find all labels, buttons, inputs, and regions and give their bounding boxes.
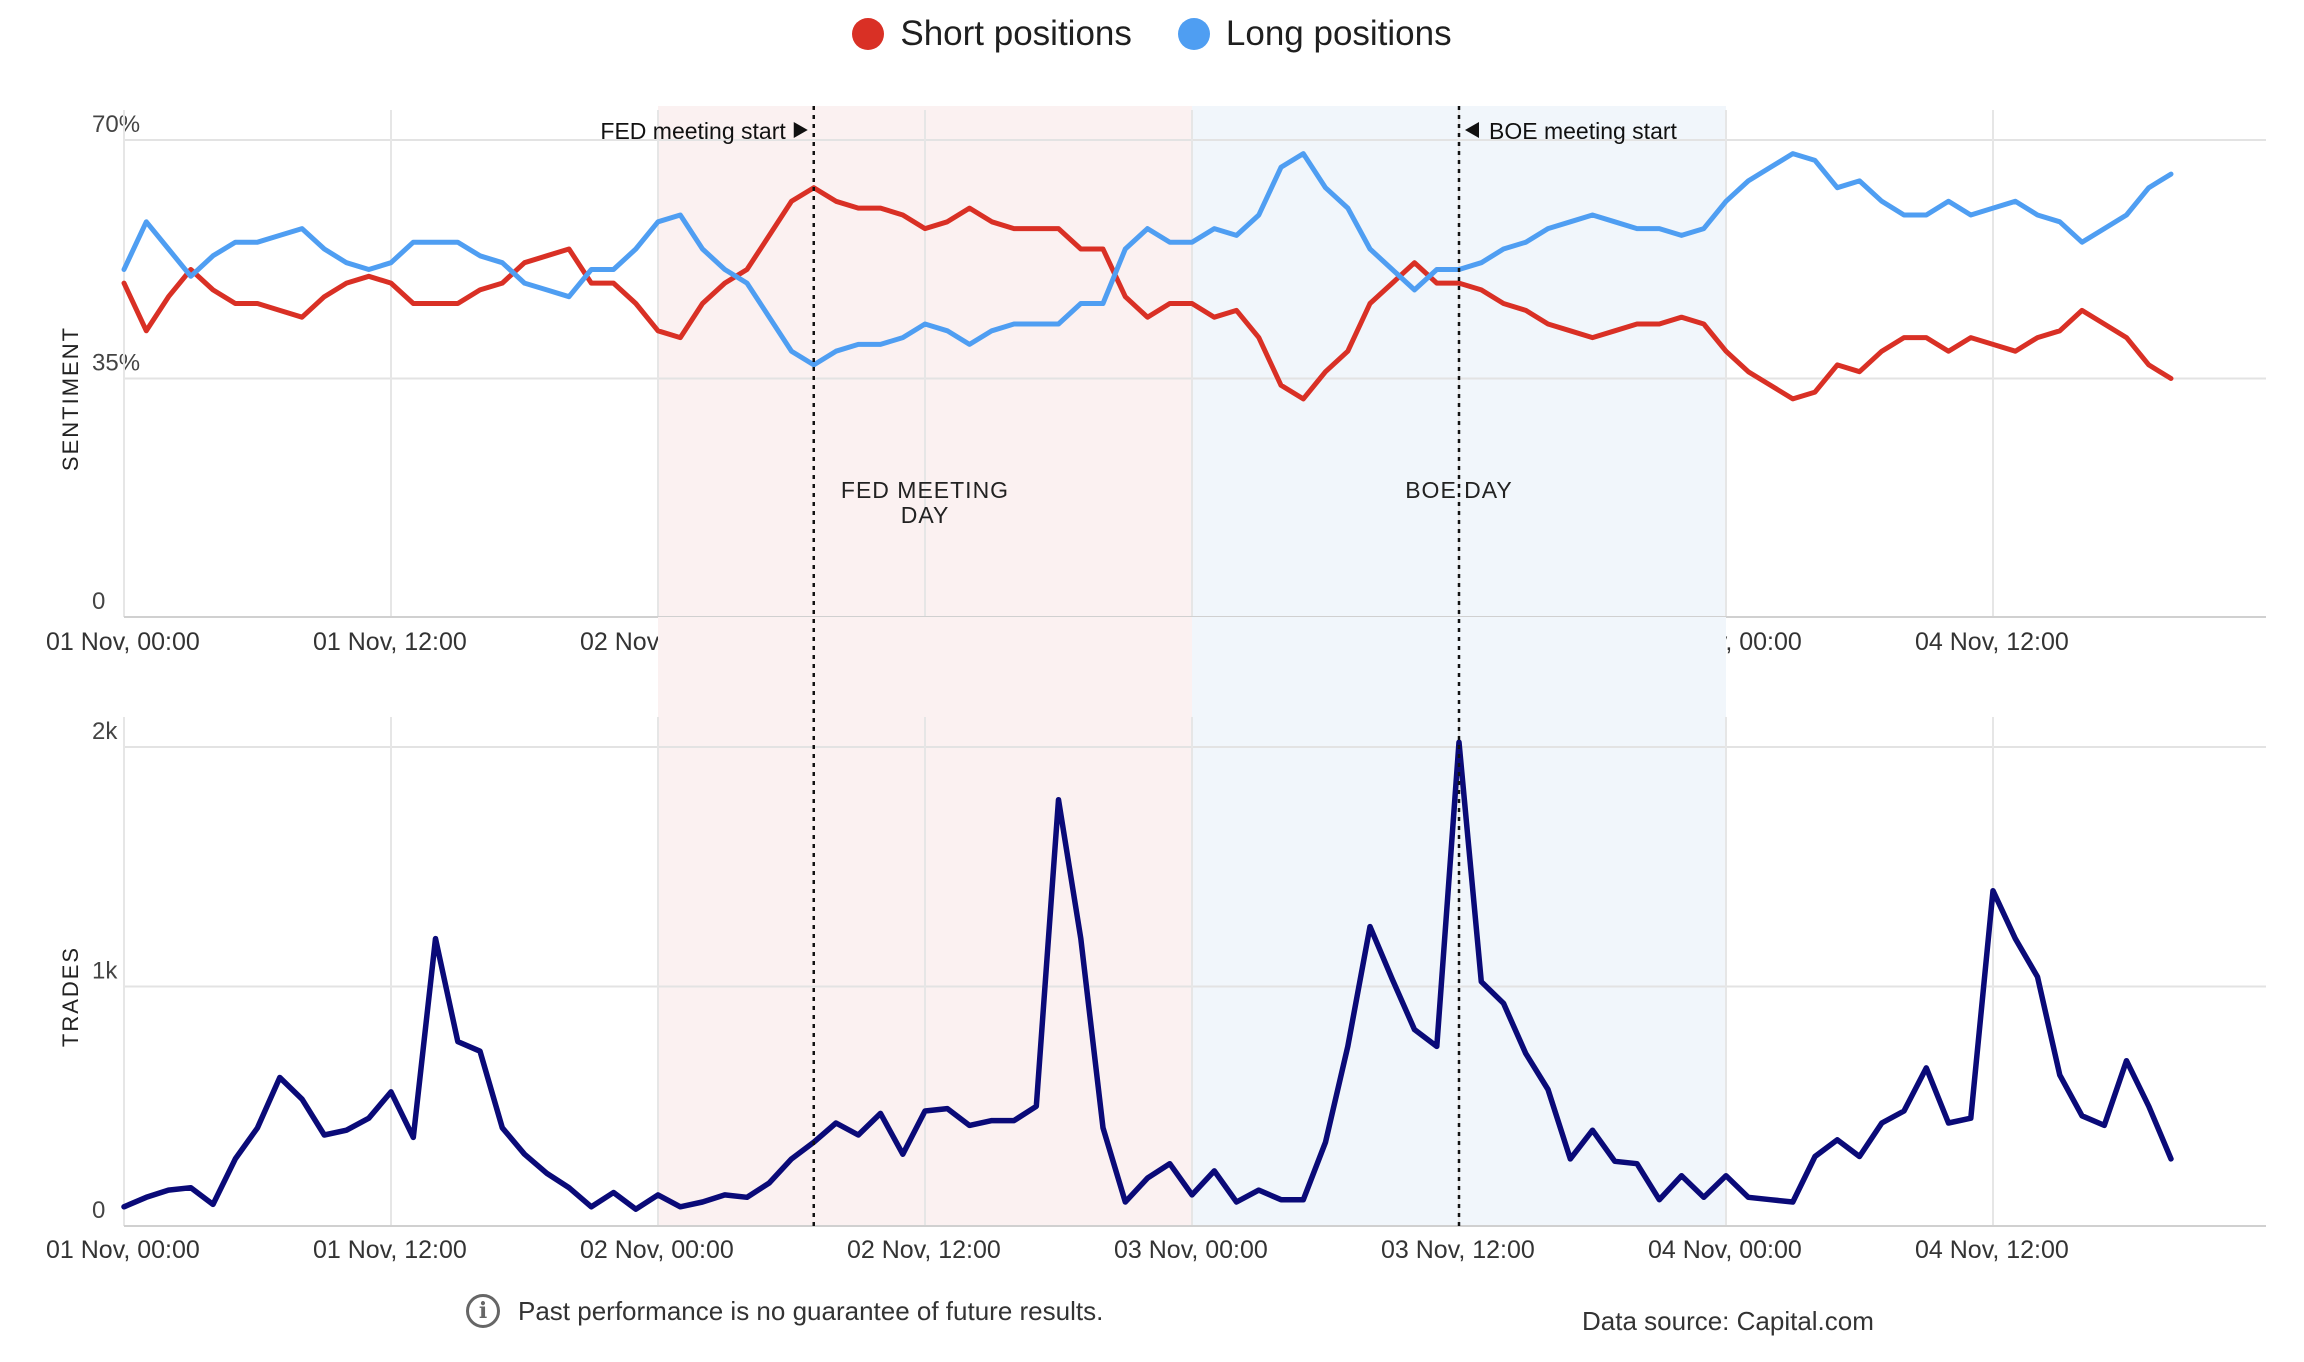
annotation-label: FED meeting start <box>600 118 786 144</box>
x-tick-label: 04 Nov, 00:00 <box>1648 1236 1802 1264</box>
series-line-short-positions <box>121 185 2174 402</box>
x-tick-label: 03 Nov, 12:00 <box>1381 1236 1535 1264</box>
x-tick-label: 02 Nov, 12:00 <box>847 1236 1001 1264</box>
x-tick-label: 04 Nov, 12:00 <box>1915 1236 2069 1264</box>
trades-panel: 0 1k 2k 01 Nov, 00:00 01 Nov, 12:00 02 Nov, 0… <box>46 617 2266 1264</box>
legend-item-long[interactable]: Long positions <box>1177 14 1452 54</box>
data-source: Data source: Capital.com <box>1582 1306 1874 1336</box>
annotation-arrow <box>793 122 808 138</box>
legend-label-short: Short positions <box>900 14 1132 53</box>
disclaimer: i Past performance is no guarantee of fu… <box>466 1294 1103 1328</box>
x-tick-label: 03 Nov, 00:00 <box>1114 1236 1268 1264</box>
annotation-label: BOE meeting start <box>1489 118 1678 144</box>
legend-label-long: Long positions <box>1225 14 1452 53</box>
x-tick-label: 04 Nov, 12:00 <box>1915 628 2069 656</box>
x-tick-label: 01 Nov, 00:00 <box>46 1236 200 1264</box>
y-tick-label: 70% <box>92 111 140 138</box>
chart-legend: Short positions Long positions <box>0 14 2304 54</box>
x-tick-label: 01 Nov, 12:00 <box>313 1236 467 1264</box>
legend-item-short[interactable]: Short positions <box>852 14 1132 54</box>
legend-dot-long <box>1177 18 1210 50</box>
series-line-trades <box>121 739 2174 1212</box>
info-icon: i <box>466 1294 500 1328</box>
legend-dot-short <box>852 18 885 50</box>
shaded-region-label: BOE DAY <box>1405 477 1513 503</box>
annotation-arrow <box>1465 122 1479 138</box>
y-axis-label: SENTIMENT <box>58 326 83 471</box>
y-tick-label: 0 <box>92 1197 105 1224</box>
y-tick-label: 0 <box>92 588 105 615</box>
x-tick-label: 01 Nov, 00:00 <box>46 628 200 656</box>
y-tick-label: 1k <box>92 958 118 985</box>
shaded-region-label: FED MEETING <box>841 477 1009 503</box>
series-line-long-positions <box>121 151 2174 368</box>
x-tick-label: 02 Nov, 00:00 <box>580 1236 734 1264</box>
y-tick-label: 2k <box>92 718 118 745</box>
disclaimer-text: Past performance is no guarantee of futu… <box>518 1295 1104 1326</box>
y-axis-label: TRADES <box>58 946 83 1047</box>
y-tick-label: 35% <box>92 350 140 377</box>
shaded-region-label: DAY <box>901 502 950 528</box>
x-tick-label: 01 Nov, 12:00 <box>313 628 467 656</box>
sentiment-panel: 035%70%01 Nov, 00:00 01 Nov, 12:00 02 Nov,… <box>46 106 2266 656</box>
